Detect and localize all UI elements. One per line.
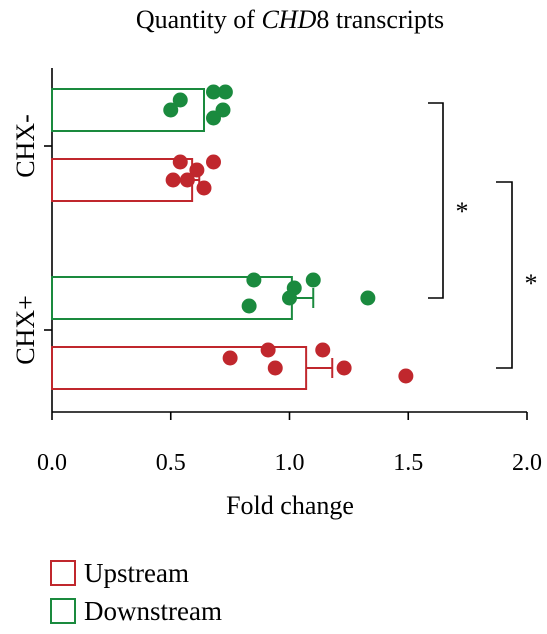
legend-label-downstream: Downstream <box>84 595 222 626</box>
legend-label-upstream: Upstream <box>84 557 189 588</box>
x-tick-label-2: 1.0 <box>275 450 305 476</box>
significance-bracket-upstream <box>496 181 513 369</box>
error-bars <box>192 100 334 378</box>
significance-bracket-downstream <box>428 102 444 299</box>
x-axis-label: Fold change <box>226 491 354 520</box>
point-downstream-1-2 <box>305 272 321 288</box>
point-downstream-0-0 <box>217 84 233 100</box>
legend-item-upstream: Upstream <box>50 554 222 592</box>
point-downstream-0-3 <box>163 102 179 118</box>
point-upstream-0-1 <box>189 162 205 178</box>
point-upstream-0-3 <box>179 172 195 188</box>
point-downstream-1-4 <box>241 298 257 314</box>
point-upstream-1-5 <box>267 360 283 376</box>
point-upstream-1-1 <box>222 350 238 366</box>
category-axis: CHX- CHX+ <box>11 114 52 365</box>
x-tick-label-3: 1.5 <box>393 450 423 476</box>
legend-item-downstream: Downstream <box>50 592 222 630</box>
x-tick-label-4: 2.0 <box>512 450 542 476</box>
point-upstream-1-2 <box>315 342 331 358</box>
point-downstream-1-3 <box>360 290 376 306</box>
category-label-1: CHX+ <box>11 295 40 365</box>
significance-star-upstream: * <box>525 269 538 298</box>
legend: Upstream Downstream <box>50 554 222 630</box>
x-tick-label-0: 0.0 <box>37 450 67 476</box>
legend-swatch-downstream <box>50 598 76 624</box>
chart-figure: Quantity of CHD8 transcripts 0.0 0.5 1.0 1.… <box>11 5 542 520</box>
x-ticks: 0.0 0.5 1.0 1.5 2.0 <box>37 412 542 476</box>
point-downstream-0-1 <box>172 92 188 108</box>
point-upstream-0-2 <box>206 154 221 170</box>
point-downstream-1-0 <box>246 272 262 288</box>
point-downstream-0-2 <box>206 84 221 100</box>
point-upstream-1-4 <box>398 368 414 384</box>
point-upstream-1-0 <box>260 342 276 358</box>
point-downstream-1-5 <box>282 290 297 306</box>
point-upstream-1-3 <box>336 360 352 376</box>
point-upstream-0-0 <box>172 154 188 170</box>
point-downstream-0-5 <box>215 102 231 118</box>
significance-star-downstream: * <box>456 197 469 226</box>
point-upstream-0-4 <box>196 180 212 196</box>
x-tick-label-1: 0.5 <box>156 450 186 476</box>
category-label-0: CHX- <box>11 114 40 178</box>
point-upstream-0-5 <box>165 172 181 188</box>
legend-swatch-upstream <box>50 560 76 586</box>
chart-title: Quantity of CHD8 transcripts <box>136 5 444 34</box>
data-points <box>163 84 414 384</box>
